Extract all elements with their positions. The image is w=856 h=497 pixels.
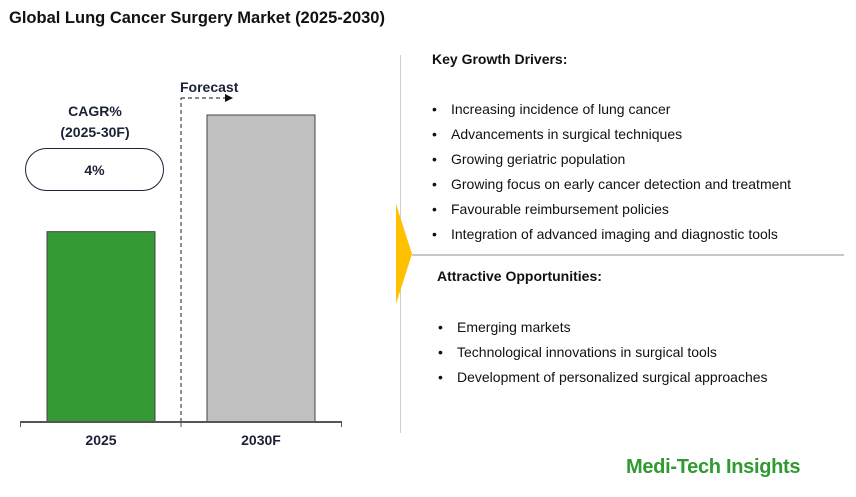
- list-item: • Increasing incidence of lung cancer: [432, 100, 791, 125]
- cagr-label: CAGR% (2025-30F): [25, 101, 165, 143]
- list-item-text: Development of personalized surgical app…: [457, 369, 768, 385]
- logo: Medi-Tech Insights: [626, 456, 801, 478]
- cagr-value-pill: 4%: [25, 148, 164, 191]
- bullet-icon: •: [432, 201, 437, 217]
- bullet-icon: •: [432, 176, 437, 192]
- x-tick-label: 2030F: [241, 432, 281, 448]
- bullet-icon: •: [432, 226, 437, 242]
- list-item: • Advancements in surgical techniques: [432, 125, 791, 150]
- cagr-label-line1: CAGR%: [68, 103, 122, 119]
- bullet-icon: •: [432, 126, 437, 142]
- bullet-icon: •: [438, 344, 443, 360]
- list-item: • Favourable reimbursement policies: [432, 200, 791, 225]
- list-item-text: Integration of advanced imaging and diag…: [451, 226, 778, 242]
- chevron-right-icon: [396, 204, 412, 304]
- opportunities-heading: Attractive Opportunities:: [437, 268, 602, 284]
- bar-2030F: [206, 114, 316, 423]
- list-item-text: Favourable reimbursement policies: [451, 201, 669, 217]
- list-item-text: Growing focus on early cancer detection …: [451, 176, 792, 192]
- bullet-icon: •: [438, 369, 443, 385]
- opportunities-list: • Emerging markets • Technological innovat…: [438, 318, 768, 393]
- chart-title: Global Lung Cancer Surgery Market (2025-…: [9, 9, 385, 27]
- bar-chart: [20, 94, 342, 427]
- list-item-text: Growing geriatric population: [451, 151, 626, 167]
- bullet-icon: •: [432, 101, 437, 117]
- list-item-text: Emerging markets: [457, 319, 571, 335]
- cagr-value: 4%: [84, 161, 105, 178]
- section-divider: [412, 254, 844, 256]
- drivers-heading: Key Growth Drivers:: [432, 51, 568, 67]
- cagr-label-line2: (2025-30F): [60, 124, 130, 140]
- list-item: • Growing focus on early cancer detection…: [432, 175, 792, 200]
- bar-2025: [46, 231, 156, 423]
- list-item: • Technological innovations in surgical t…: [438, 343, 768, 368]
- bullet-icon: •: [438, 319, 443, 335]
- list-item: • Emerging markets: [438, 318, 768, 343]
- drivers-list: • Increasing incidence of lung cancer • Ad…: [432, 100, 792, 250]
- list-item: • Development of personalized surgical ap…: [438, 368, 768, 393]
- list-item: • Growing geriatric population: [432, 150, 791, 175]
- list-item: • Integration of advanced imaging and dia…: [432, 225, 791, 250]
- forecast-label: Forecast: [180, 79, 239, 95]
- list-item-text: Technological innovations in surgical to…: [457, 344, 717, 360]
- list-item-text: Advancements in surgical techniques: [451, 126, 683, 142]
- bullet-icon: •: [432, 151, 437, 167]
- list-item-text: Increasing incidence of lung cancer: [451, 101, 671, 117]
- x-tick-label: 2025: [85, 432, 117, 448]
